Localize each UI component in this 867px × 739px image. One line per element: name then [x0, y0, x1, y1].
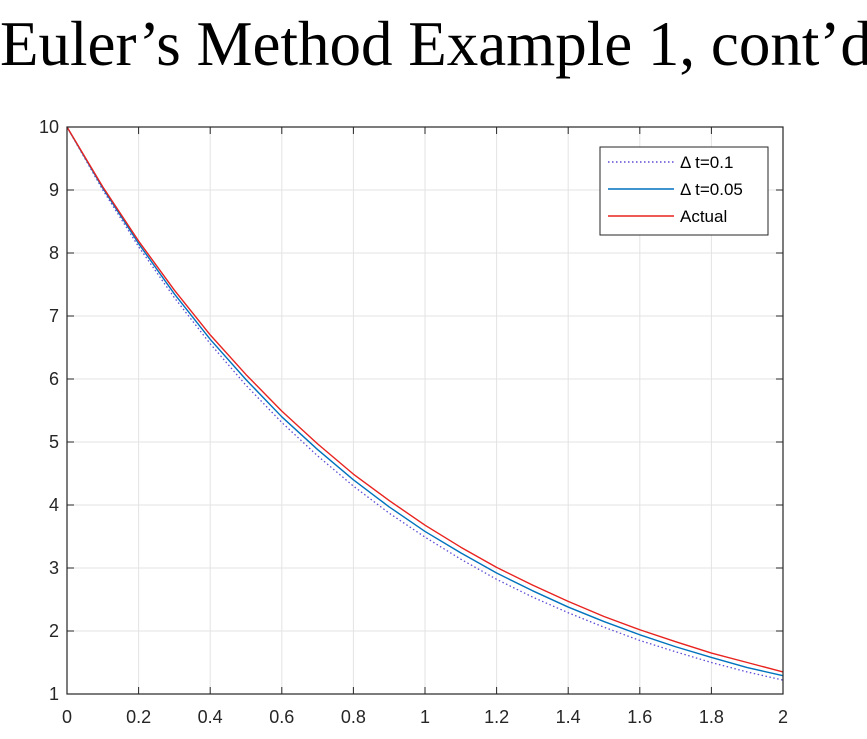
y-tick-label: 4 — [49, 495, 59, 515]
y-tick-label: 6 — [49, 369, 59, 389]
x-tick-label: 2 — [778, 707, 788, 727]
y-tick-label: 5 — [49, 432, 59, 452]
x-tick-label: 1.8 — [699, 707, 724, 727]
series-line-2 — [66, 126, 784, 677]
x-tick-label: 0.2 — [126, 707, 151, 727]
x-tick-label: 1.2 — [484, 707, 509, 727]
y-tick-label: 2 — [49, 621, 59, 641]
y-tick-label: 1 — [49, 684, 59, 704]
x-tick-label: 1.4 — [556, 707, 581, 727]
y-tick-label: 8 — [49, 243, 59, 263]
x-tick-label: 1.6 — [627, 707, 652, 727]
x-tick-label: 0 — [62, 707, 72, 727]
legend-label-2: Δ t=0.05 — [680, 180, 743, 199]
x-tick-label: 0.4 — [198, 707, 223, 727]
legend-label-3: Actual — [680, 207, 727, 226]
y-tick-label: 3 — [49, 558, 59, 578]
series-line-3 — [66, 126, 784, 673]
x-tick-label: 0.6 — [269, 707, 294, 727]
legend-label-1: Δ t=0.1 — [680, 153, 733, 172]
y-tick-label: 7 — [49, 306, 59, 326]
series-line-1 — [66, 126, 784, 681]
x-tick-label: 1 — [420, 707, 430, 727]
y-tick-label: 10 — [39, 117, 59, 137]
y-tick-label: 9 — [49, 180, 59, 200]
slide-title: Euler’s Method Example 1, cont’d — [0, 9, 867, 79]
x-tick-label: 0.8 — [341, 707, 366, 727]
